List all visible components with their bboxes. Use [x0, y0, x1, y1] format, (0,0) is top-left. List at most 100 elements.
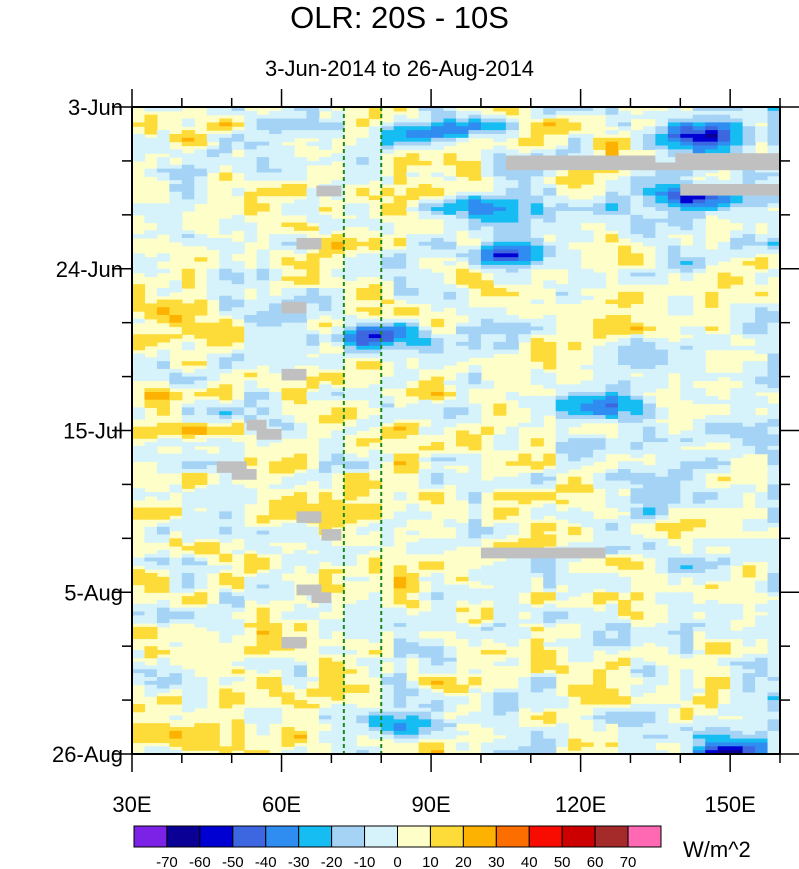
field-cell	[642, 434, 656, 439]
field-cell	[393, 657, 407, 663]
field-cell	[755, 245, 769, 251]
field-cell	[181, 372, 195, 378]
field-cell	[443, 418, 457, 424]
field-cell	[406, 126, 420, 131]
field-cell	[393, 311, 407, 316]
field-cell	[755, 430, 769, 435]
field-cell	[655, 176, 669, 181]
field-cell	[244, 114, 258, 120]
field-cell	[580, 407, 594, 412]
field-cell	[356, 214, 370, 220]
field-cell	[493, 522, 507, 528]
field-cell	[456, 596, 470, 601]
field-cell	[692, 330, 706, 335]
field-cell	[742, 673, 756, 678]
field-cell	[605, 495, 619, 501]
field-cell	[256, 261, 270, 266]
field-cell	[443, 291, 457, 297]
field-cell	[331, 314, 345, 320]
field-cell	[206, 615, 220, 620]
field-cell	[493, 341, 507, 347]
field-cell	[655, 449, 669, 455]
field-cell	[692, 469, 706, 474]
field-cell	[456, 461, 470, 466]
field-cell	[381, 519, 395, 524]
field-cell	[418, 118, 432, 123]
field-cell	[181, 522, 195, 528]
field-cell	[393, 122, 407, 127]
field-cell	[468, 634, 482, 640]
field-cell	[181, 168, 195, 174]
field-cell	[630, 422, 644, 428]
field-cell	[256, 395, 270, 401]
field-cell	[244, 199, 258, 204]
field-cell	[568, 542, 582, 547]
field-cell	[605, 345, 619, 351]
field-cell	[530, 214, 544, 220]
field-cell	[568, 249, 582, 254]
field-cell	[256, 530, 270, 536]
field-cell	[368, 611, 382, 616]
field-cell	[406, 145, 420, 150]
field-cell	[393, 199, 407, 204]
field-cell	[767, 245, 780, 251]
field-cell	[605, 218, 619, 224]
field-cell	[642, 661, 656, 667]
field-cell	[132, 368, 146, 374]
field-cell	[219, 680, 233, 686]
field-cell	[618, 187, 632, 193]
field-cell	[181, 457, 195, 462]
field-cell	[767, 426, 780, 432]
field-cell	[667, 476, 681, 482]
field-cell	[705, 495, 719, 501]
field-cell	[156, 157, 170, 162]
field-cell	[630, 596, 644, 601]
field-cell	[568, 388, 582, 393]
field-cell	[767, 341, 780, 347]
field-cell	[755, 542, 769, 547]
field-cell	[742, 569, 756, 574]
field-cell	[231, 137, 245, 143]
field-cell	[755, 338, 769, 343]
field-cell	[269, 160, 283, 166]
field-cell	[655, 634, 669, 640]
field-cell	[356, 160, 370, 166]
field-cell	[431, 237, 445, 243]
field-cell	[431, 599, 445, 605]
field-cell	[443, 349, 457, 355]
field-cell	[306, 272, 320, 278]
field-cell	[231, 295, 245, 301]
field-cell	[418, 669, 432, 674]
field-cell	[555, 488, 569, 493]
field-cell	[767, 434, 780, 439]
field-cell	[256, 403, 270, 408]
field-cell	[393, 280, 407, 285]
field-cell	[418, 357, 432, 362]
field-cell	[418, 495, 432, 501]
field-cell	[555, 399, 569, 405]
field-cell	[256, 438, 270, 443]
field-cell	[418, 411, 432, 416]
field-cell	[343, 650, 357, 655]
field-cell	[219, 692, 233, 697]
field-cell	[219, 334, 233, 339]
field-cell	[468, 599, 482, 605]
field-cell	[630, 542, 644, 547]
field-cell	[505, 391, 519, 397]
field-cell	[443, 133, 457, 139]
field-cell	[605, 623, 619, 628]
field-cell	[730, 318, 744, 324]
field-cell	[680, 176, 694, 181]
field-cell	[505, 580, 519, 586]
field-cell	[393, 353, 407, 358]
field-cell	[480, 338, 494, 343]
field-cell	[605, 372, 619, 378]
field-cell	[667, 503, 681, 509]
field-cell	[717, 438, 731, 443]
field-cell	[206, 469, 220, 474]
field-cell	[568, 619, 582, 624]
field-cell	[730, 495, 744, 501]
field-cell	[368, 665, 382, 670]
field-cell	[530, 653, 544, 659]
field-cell	[480, 245, 494, 251]
